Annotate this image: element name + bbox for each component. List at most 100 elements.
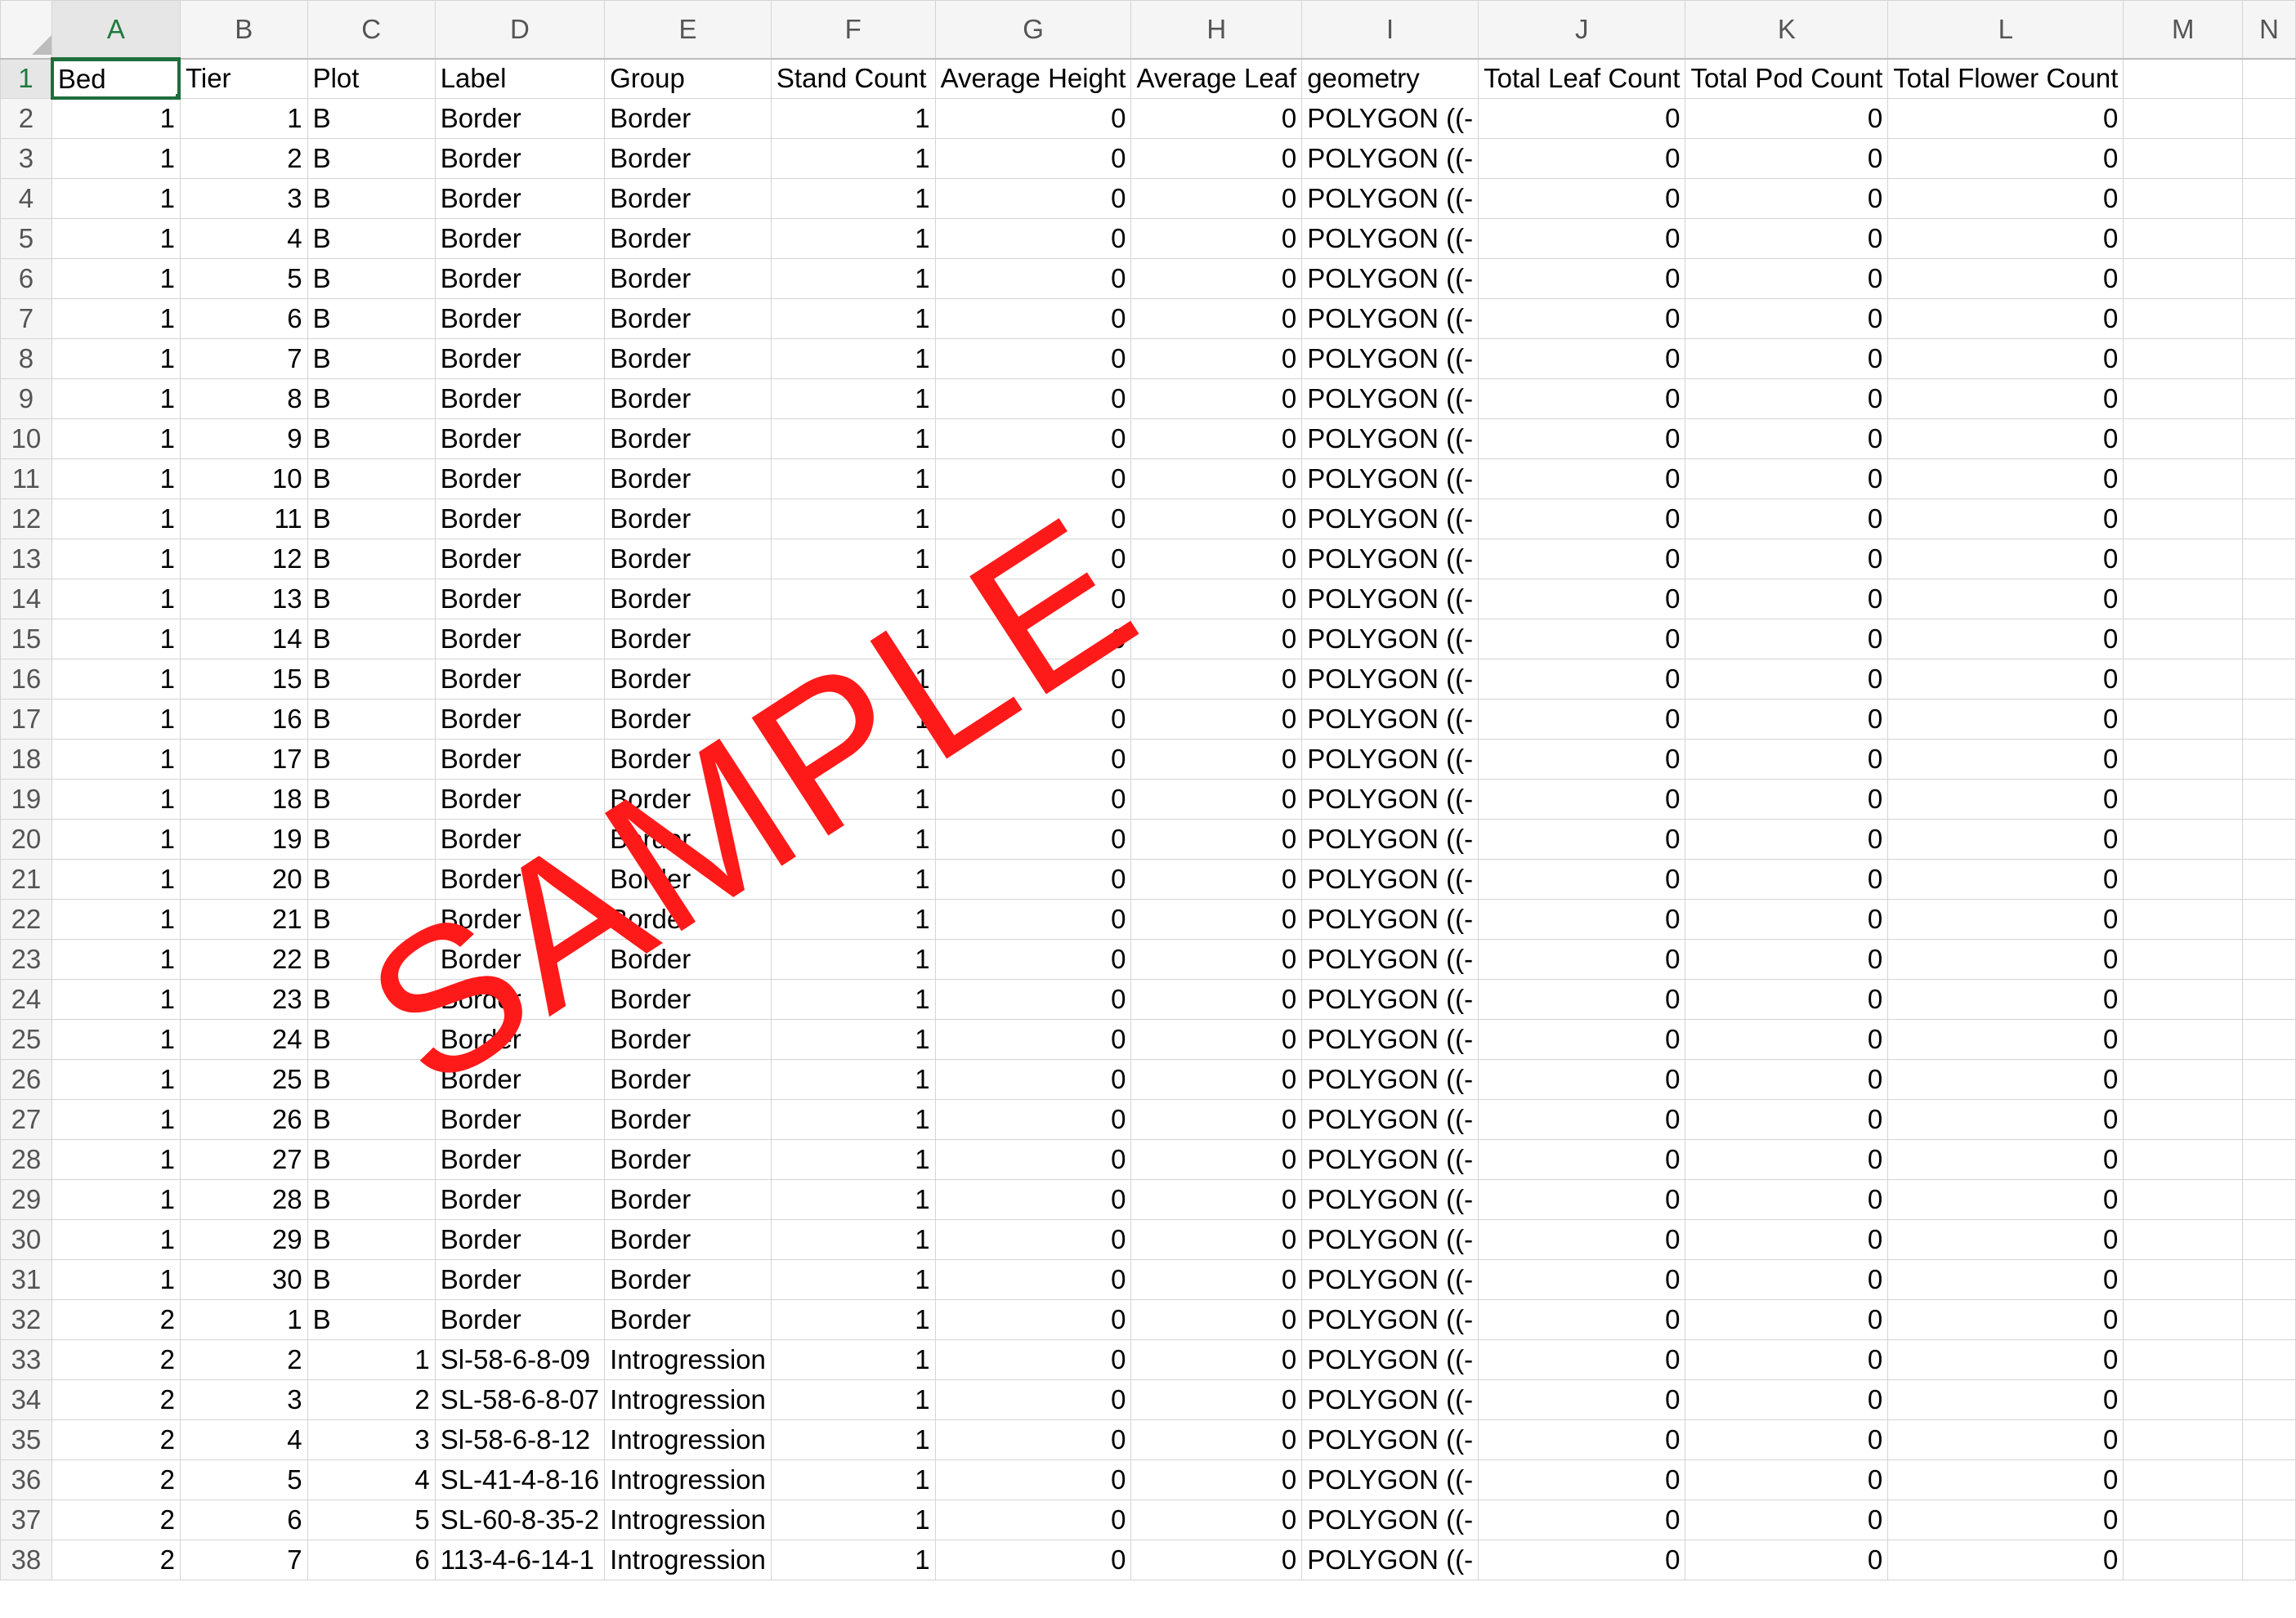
cell-d[interactable]: Border xyxy=(434,739,606,780)
cell-a[interactable]: 1 xyxy=(51,1139,181,1180)
cell-k[interactable]: 0 xyxy=(1685,1379,1889,1420)
cell-i[interactable]: POLYGON ((- xyxy=(1301,1059,1479,1100)
cell-k[interactable]: 0 xyxy=(1685,1019,1889,1060)
cell-k[interactable]: 0 xyxy=(1685,298,1889,339)
cell-c[interactable]: B xyxy=(307,659,436,699)
cell-a[interactable]: 1 xyxy=(51,1019,181,1060)
cell-d[interactable]: Border xyxy=(434,699,606,740)
cell-c[interactable]: 1 xyxy=(307,1339,436,1380)
cell-n[interactable] xyxy=(2242,298,2296,339)
cell-g[interactable]: 0 xyxy=(934,258,1132,299)
cell-d[interactable]: Border xyxy=(434,98,606,139)
cell-b[interactable]: 28 xyxy=(179,1179,308,1220)
cell-a[interactable]: 1 xyxy=(51,218,181,259)
cell-k[interactable]: 0 xyxy=(1685,819,1889,860)
cell-e[interactable]: Border xyxy=(604,539,772,579)
cell-a[interactable]: 2 xyxy=(51,1500,181,1540)
cell-h[interactable]: 0 xyxy=(1130,659,1303,699)
cell-m[interactable] xyxy=(2123,1540,2244,1580)
cell-m[interactable] xyxy=(2123,338,2244,379)
column-header-d[interactable]: D xyxy=(434,0,606,60)
cell-d[interactable]: Border xyxy=(434,1139,606,1180)
row-header[interactable]: 11 xyxy=(0,458,52,499)
cell-h[interactable]: 0 xyxy=(1130,218,1303,259)
cell-b[interactable]: 10 xyxy=(179,458,308,499)
cell-a[interactable]: 1 xyxy=(51,659,181,699)
cell-i[interactable]: POLYGON ((- xyxy=(1301,458,1479,499)
cell-f[interactable]: 1 xyxy=(770,819,936,860)
cell-j[interactable]: 0 xyxy=(1478,659,1686,699)
cell-b[interactable]: 6 xyxy=(179,1500,308,1540)
cell-e[interactable]: Border xyxy=(604,418,772,459)
cell-d[interactable]: Border xyxy=(434,819,606,860)
column-header-h[interactable]: H xyxy=(1130,0,1303,60)
cell-n[interactable] xyxy=(2242,1019,2296,1060)
cell-c[interactable]: B xyxy=(307,1299,436,1340)
cell-i[interactable]: POLYGON ((- xyxy=(1301,619,1479,659)
cell-a[interactable]: 1 xyxy=(51,579,181,619)
cell-l[interactable]: 0 xyxy=(1887,138,2124,179)
cell-n[interactable] xyxy=(2242,859,2296,900)
cell-e[interactable]: Border xyxy=(604,739,772,780)
cell-c[interactable]: B xyxy=(307,418,436,459)
cell-g[interactable]: 0 xyxy=(934,899,1132,940)
cell-i[interactable]: POLYGON ((- xyxy=(1301,659,1479,699)
cell-f[interactable]: 1 xyxy=(770,979,936,1020)
cell-g[interactable]: 0 xyxy=(934,1019,1132,1060)
cell-g[interactable]: 0 xyxy=(934,859,1132,900)
cell-f[interactable]: 1 xyxy=(770,1179,936,1220)
cell-l[interactable]: 0 xyxy=(1887,1139,2124,1180)
cell-i[interactable]: POLYGON ((- xyxy=(1301,258,1479,299)
cell-k[interactable]: 0 xyxy=(1685,178,1889,219)
row-header[interactable]: 37 xyxy=(0,1500,52,1540)
cell-h[interactable]: 0 xyxy=(1130,1179,1303,1220)
header-cell-h[interactable]: Average Leaf xyxy=(1130,58,1303,99)
cell-i[interactable]: POLYGON ((- xyxy=(1301,98,1479,139)
cell-m[interactable] xyxy=(2123,1459,2244,1500)
row-header[interactable]: 30 xyxy=(0,1219,52,1260)
cell-a[interactable]: 1 xyxy=(51,338,181,379)
cell-n[interactable] xyxy=(2242,1099,2296,1140)
cell-m[interactable] xyxy=(2123,819,2244,860)
cell-m[interactable] xyxy=(2123,458,2244,499)
cell-n[interactable] xyxy=(2242,1419,2296,1460)
cell-i[interactable]: POLYGON ((- xyxy=(1301,218,1479,259)
cell-d[interactable]: Border xyxy=(434,579,606,619)
cell-a[interactable]: 1 xyxy=(51,619,181,659)
row-header[interactable]: 10 xyxy=(0,418,52,459)
cell-d[interactable]: Border xyxy=(434,418,606,459)
cell-f[interactable]: 1 xyxy=(770,1099,936,1140)
row-header[interactable]: 12 xyxy=(0,498,52,539)
cell-b[interactable]: 24 xyxy=(179,1019,308,1060)
cell-b[interactable]: 1 xyxy=(179,1299,308,1340)
cell-c[interactable]: B xyxy=(307,138,436,179)
cell-l[interactable]: 0 xyxy=(1887,1219,2124,1260)
cell-i[interactable]: POLYGON ((- xyxy=(1301,178,1479,219)
cell-b[interactable]: 26 xyxy=(179,1099,308,1140)
cell-a[interactable]: 1 xyxy=(51,1219,181,1260)
cell-c[interactable]: B xyxy=(307,178,436,219)
cell-a[interactable]: 2 xyxy=(51,1299,181,1340)
cell-f[interactable]: 1 xyxy=(770,1219,936,1260)
cell-g[interactable]: 0 xyxy=(934,1179,1132,1220)
cell-n[interactable] xyxy=(2242,98,2296,139)
cell-h[interactable]: 0 xyxy=(1130,699,1303,740)
cell-a[interactable]: 1 xyxy=(51,1059,181,1100)
cell-c[interactable]: B xyxy=(307,1059,436,1100)
cell-n[interactable] xyxy=(2242,498,2296,539)
cell-n[interactable] xyxy=(2242,458,2296,499)
cell-i[interactable]: POLYGON ((- xyxy=(1301,779,1479,820)
cell-b[interactable]: 18 xyxy=(179,779,308,820)
cell-d[interactable]: Border xyxy=(434,1259,606,1300)
cell-g[interactable]: 0 xyxy=(934,178,1132,219)
cell-c[interactable]: B xyxy=(307,899,436,940)
cell-c[interactable]: B xyxy=(307,298,436,339)
cell-j[interactable]: 0 xyxy=(1478,178,1686,219)
cell-i[interactable]: POLYGON ((- xyxy=(1301,539,1479,579)
row-header[interactable]: 29 xyxy=(0,1179,52,1220)
cell-a[interactable]: 2 xyxy=(51,1540,181,1580)
cell-e[interactable]: Border xyxy=(604,619,772,659)
cell-f[interactable]: 1 xyxy=(770,659,936,699)
cell-l[interactable]: 0 xyxy=(1887,258,2124,299)
cell-f[interactable]: 1 xyxy=(770,1299,936,1340)
